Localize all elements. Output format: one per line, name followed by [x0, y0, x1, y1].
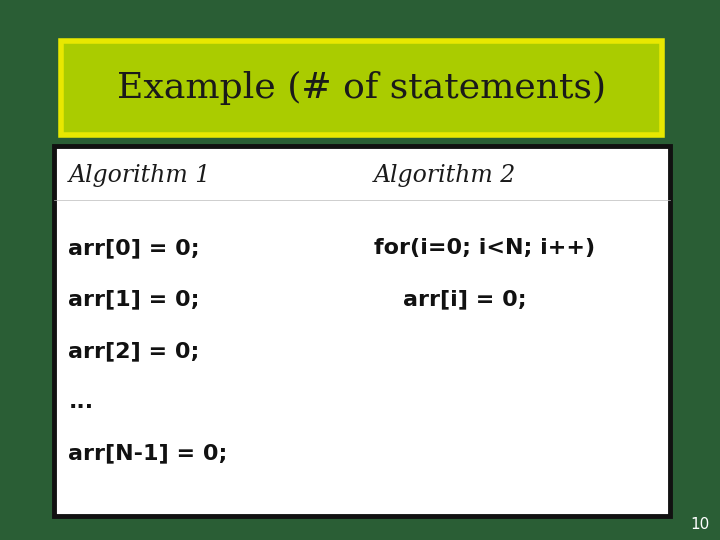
FancyBboxPatch shape — [54, 146, 670, 516]
Text: arr[N-1] = 0;: arr[N-1] = 0; — [68, 443, 228, 464]
Text: arr[2] = 0;: arr[2] = 0; — [68, 341, 199, 361]
Text: Algorithm 1: Algorithm 1 — [68, 164, 211, 187]
Text: arr[0] = 0;: arr[0] = 0; — [68, 238, 200, 259]
Text: Example (# of statements): Example (# of statements) — [117, 71, 606, 105]
Text: ...: ... — [68, 392, 94, 413]
FancyBboxPatch shape — [61, 40, 662, 135]
Text: 10: 10 — [690, 517, 709, 532]
Text: arr[i] = 0;: arr[i] = 0; — [403, 289, 526, 310]
Text: arr[1] = 0;: arr[1] = 0; — [68, 289, 200, 310]
Text: Algorithm 2: Algorithm 2 — [374, 164, 516, 187]
Text: for(i=0; i<N; i++): for(i=0; i<N; i++) — [374, 238, 595, 259]
